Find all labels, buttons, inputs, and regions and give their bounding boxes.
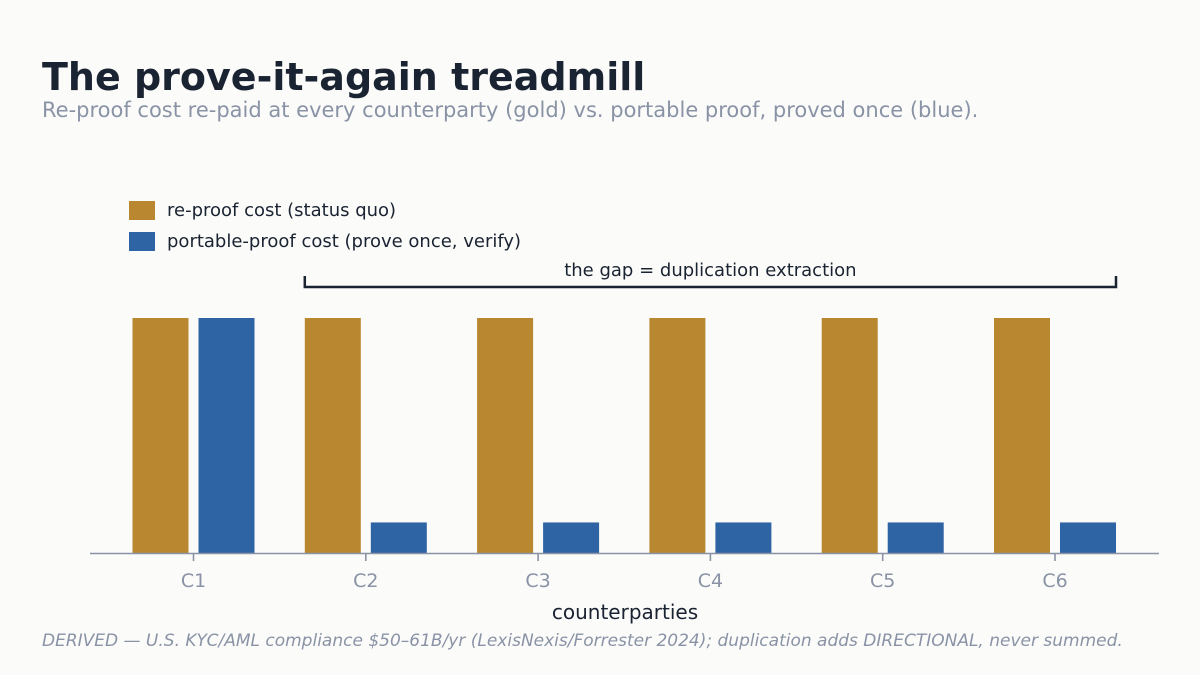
x-tick-label-c2: C2 <box>353 570 378 592</box>
legend-label-reproof: re-proof cost (status quo) <box>167 199 397 221</box>
legend-item-portable: portable-proof cost (prove once, verify) <box>129 229 521 253</box>
legend-swatch-gold <box>129 200 155 220</box>
x-tick-label-c3: C3 <box>525 570 550 592</box>
legend-label-portable: portable-proof cost (prove once, verify) <box>167 230 522 252</box>
annotation-bracket <box>303 276 1118 289</box>
x-tick-label-c6: C6 <box>1042 570 1067 592</box>
annotation-text: the gap = duplication extraction <box>564 260 856 281</box>
bar-reproof-c5 <box>821 318 878 553</box>
chart-subtitle: Re-proof cost re-paid at every counterpa… <box>42 98 979 122</box>
bar-portable-c5 <box>887 522 944 553</box>
bar-portable-c2 <box>370 522 427 553</box>
x-axis-label: counterparties <box>552 600 698 624</box>
legend: re-proof cost (status quo) portable-proo… <box>129 198 521 260</box>
chart-title: The prove-it-again treadmill <box>42 55 646 99</box>
bar-reproof-c3 <box>477 318 534 553</box>
x-tick-label-c4: C4 <box>698 570 723 592</box>
bar-portable-c4 <box>715 522 772 553</box>
bar-reproof-c4 <box>649 318 706 553</box>
bar-portable-c6 <box>1060 522 1116 553</box>
legend-item-reproof: re-proof cost (status quo) <box>129 198 521 222</box>
legend-swatch-blue <box>129 231 155 251</box>
x-tick-label-c5: C5 <box>870 570 895 592</box>
bar-reproof-c2 <box>304 318 361 553</box>
x-tick-label-c1: C1 <box>181 570 206 592</box>
bar-reproof-c1 <box>132 318 189 553</box>
footnote: DERIVED — U.S. KYC/AML compliance $50–61… <box>42 631 1123 651</box>
bar-portable-c1 <box>198 318 255 553</box>
bar-reproof-c6 <box>994 318 1050 553</box>
bar-portable-c3 <box>543 522 600 553</box>
